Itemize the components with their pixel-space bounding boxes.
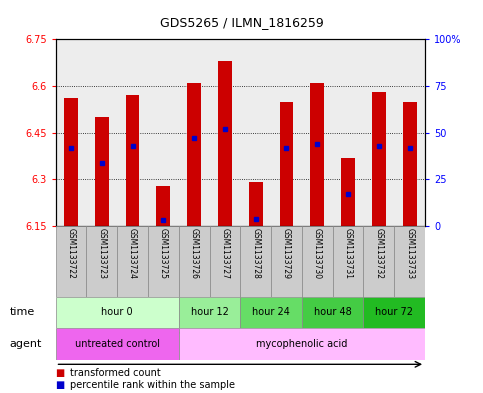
Text: GSM1133730: GSM1133730	[313, 228, 322, 279]
Text: GSM1133727: GSM1133727	[220, 228, 229, 279]
Text: GSM1133723: GSM1133723	[97, 228, 106, 279]
Bar	[187, 83, 201, 226]
Text: hour 12: hour 12	[191, 307, 228, 318]
Text: time: time	[10, 307, 35, 318]
Bar	[210, 39, 240, 226]
Text: GSM1133724: GSM1133724	[128, 228, 137, 279]
Bar	[271, 226, 302, 297]
Bar	[240, 39, 271, 226]
Text: GSM1133728: GSM1133728	[251, 228, 260, 279]
Text: GSM1133722: GSM1133722	[67, 228, 75, 279]
Bar	[394, 39, 425, 226]
Bar	[210, 226, 240, 297]
Bar	[148, 226, 179, 297]
Text: GSM1133729: GSM1133729	[282, 228, 291, 279]
Bar	[218, 61, 232, 226]
Bar	[148, 39, 179, 226]
Bar	[249, 182, 263, 226]
Bar	[126, 95, 140, 226]
Bar	[117, 39, 148, 226]
Bar	[179, 39, 210, 226]
Bar	[333, 39, 364, 226]
Bar	[271, 39, 302, 226]
Bar	[403, 101, 416, 226]
Text: percentile rank within the sample: percentile rank within the sample	[70, 380, 235, 390]
Text: GSM1133725: GSM1133725	[159, 228, 168, 279]
Bar	[179, 297, 240, 328]
Bar	[364, 226, 394, 297]
Text: ■: ■	[56, 368, 65, 378]
Bar	[333, 226, 364, 297]
Text: GSM1133733: GSM1133733	[405, 228, 414, 279]
Bar	[86, 39, 117, 226]
Text: untreated control: untreated control	[75, 339, 159, 349]
Bar	[156, 185, 170, 226]
Text: GSM1133731: GSM1133731	[343, 228, 353, 279]
Bar	[341, 158, 355, 226]
Text: ■: ■	[56, 380, 65, 390]
Text: agent: agent	[10, 339, 42, 349]
Bar	[117, 226, 148, 297]
Bar	[280, 101, 293, 226]
Bar	[56, 226, 86, 297]
Text: hour 72: hour 72	[375, 307, 413, 318]
Text: hour 48: hour 48	[314, 307, 352, 318]
Text: hour 24: hour 24	[252, 307, 290, 318]
Bar	[179, 328, 425, 360]
Bar	[394, 226, 425, 297]
Bar	[311, 83, 324, 226]
Bar	[56, 328, 179, 360]
Bar	[240, 226, 271, 297]
Bar	[240, 297, 302, 328]
Text: transformed count: transformed count	[70, 368, 161, 378]
Text: mycophenolic acid: mycophenolic acid	[256, 339, 348, 349]
Text: GSM1133726: GSM1133726	[190, 228, 199, 279]
Text: hour 0: hour 0	[101, 307, 133, 318]
Bar	[86, 226, 117, 297]
Text: GSM1133732: GSM1133732	[374, 228, 384, 279]
Text: GDS5265 / ILMN_1816259: GDS5265 / ILMN_1816259	[159, 16, 324, 29]
Bar	[56, 39, 86, 226]
Bar	[302, 226, 333, 297]
Bar	[56, 297, 179, 328]
Bar	[364, 297, 425, 328]
Bar	[302, 297, 364, 328]
Bar	[372, 92, 386, 226]
Bar	[64, 98, 78, 226]
Bar	[179, 226, 210, 297]
Bar	[95, 117, 109, 226]
Bar	[302, 39, 333, 226]
Bar	[364, 39, 394, 226]
